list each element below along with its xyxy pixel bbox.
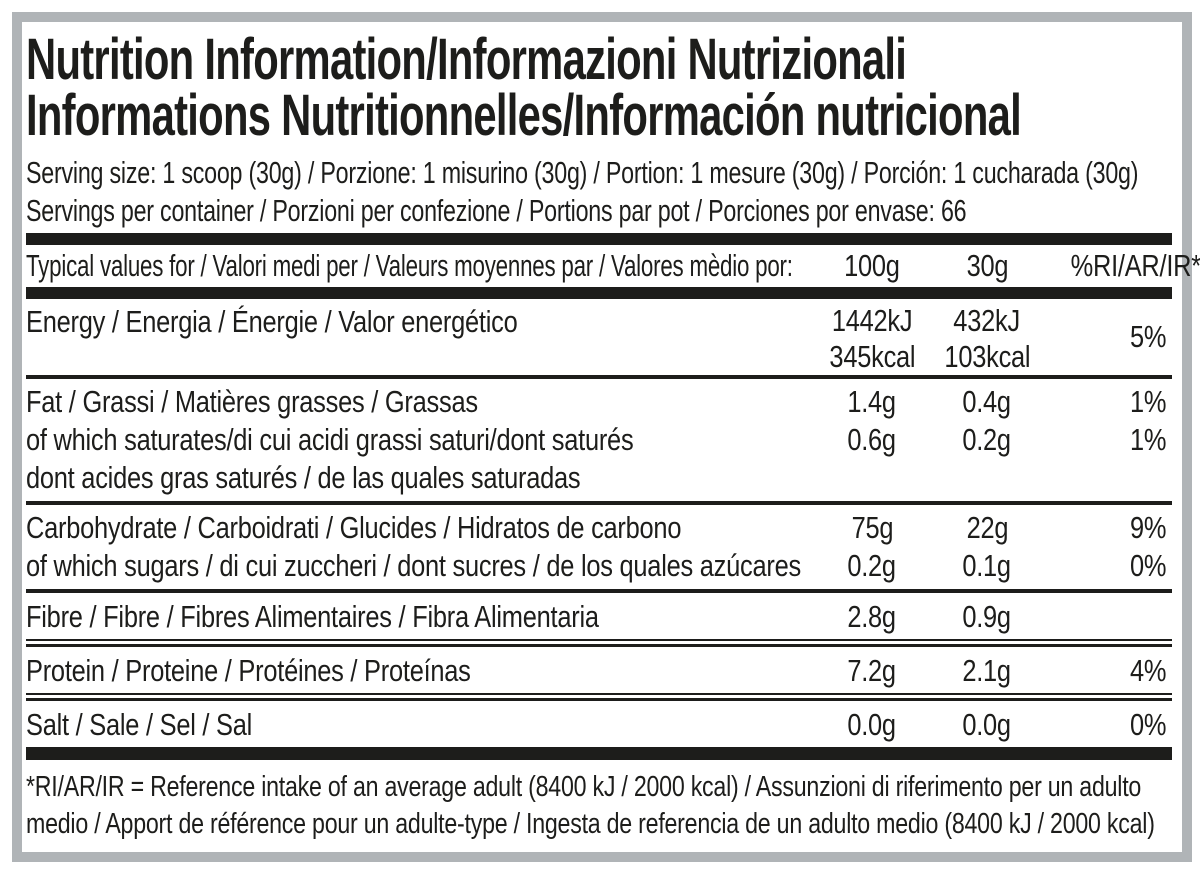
fat-value-100g: 1.4g — [812, 383, 932, 421]
sugars-value-30g: 0.1g — [932, 547, 1042, 585]
energy-100g-kcal: 345kcal — [812, 339, 932, 375]
header-col-100g: 100g — [812, 248, 932, 284]
saturates-label-continued: dont acides gras saturés / de las quales… — [26, 459, 1172, 497]
fibre-ri — [1042, 599, 1172, 635]
nutrition-label: Nutrition Information/Informazioni Nutri… — [12, 12, 1192, 862]
salt-label: Salt / Sale / Sel / Sal — [26, 707, 812, 743]
row-salt: Salt / Sale / Sel / Sal 0.0g 0.0g 0% — [26, 701, 1172, 747]
divider-salt — [26, 693, 1172, 701]
energy-value-100g: 1442kJ 345kcal — [812, 299, 932, 375]
divider-bar-header — [26, 287, 1172, 299]
saturates-value-30g: 0.2g — [932, 421, 1042, 459]
salt-value-30g: 0.0g — [932, 707, 1042, 743]
sugars-ri: 0% — [1042, 547, 1172, 585]
row-fibre: Fibre / Fibre / Fibres Alimentaires / Fi… — [26, 593, 1172, 639]
title-line-1: Nutrition Information/Informazioni Nutri… — [26, 32, 1172, 88]
protein-ri: 4% — [1042, 653, 1172, 689]
energy-value-30g: 432kJ 103kcal — [932, 299, 1042, 375]
title-line-2: Informations Nutritionnelles/Información… — [26, 88, 1172, 144]
label-content: Nutrition Information/Informazioni Nutri… — [22, 32, 1182, 843]
energy-100g-kj: 1442kJ — [812, 303, 932, 339]
fat-label: Fat / Grassi / Matières grasses / Grassa… — [26, 383, 812, 421]
header-col-30g: 30g — [932, 248, 1042, 284]
section-fat: Fat / Grassi / Matières grasses / Grassa… — [26, 379, 1172, 501]
row-saturates: of which saturates/di cui acidi grassi s… — [26, 421, 1172, 459]
fat-ri: 1% — [1042, 383, 1172, 421]
carbohydrate-label: Carbohydrate / Carboidrati / Glucides / … — [26, 509, 812, 547]
protein-value-100g: 7.2g — [812, 653, 932, 689]
protein-value-30g: 2.1g — [932, 653, 1042, 689]
fat-value-30g: 0.4g — [932, 383, 1042, 421]
carbohydrate-value-100g: 75g — [812, 509, 932, 547]
divider-bar-footnote — [26, 747, 1172, 760]
fibre-label: Fibre / Fibre / Fibres Alimentaires / Fi… — [26, 599, 812, 635]
sugars-value-100g: 0.2g — [812, 547, 932, 585]
energy-label: Energy / Energia / Énergie / Valor energ… — [26, 299, 812, 375]
salt-value-100g: 0.0g — [812, 707, 932, 743]
row-protein: Protein / Proteine / Protéines / Proteín… — [26, 647, 1172, 693]
carbohydrate-ri: 9% — [1042, 509, 1172, 547]
sugars-label: of which sugars / di cui zuccheri / dont… — [26, 547, 812, 585]
row-energy: Energy / Energia / Énergie / Valor energ… — [26, 299, 1172, 375]
fibre-value-100g: 2.8g — [812, 599, 932, 635]
energy-ri: 5% — [1042, 299, 1172, 375]
table-header-row: Typical values for / Valori medi per / V… — [26, 245, 1172, 287]
divider-bar-top — [26, 233, 1172, 245]
fibre-value-30g: 0.9g — [932, 599, 1042, 635]
row-carbohydrate: Carbohydrate / Carboidrati / Glucides / … — [26, 509, 1172, 547]
saturates-value-100g: 0.6g — [812, 421, 932, 459]
label-title: Nutrition Information/Informazioni Nutri… — [26, 32, 1172, 144]
section-carbohydrate: Carbohydrate / Carboidrati / Glucides / … — [26, 505, 1172, 589]
header-col-ri: %RI/AR/IR* — [1042, 248, 1172, 284]
protein-label: Protein / Proteine / Protéines / Proteín… — [26, 653, 812, 689]
row-saturates-continued: dont acides gras saturés / de las quales… — [26, 459, 1172, 497]
salt-ri: 0% — [1042, 707, 1172, 743]
energy-30g-kj: 432kJ — [932, 303, 1042, 339]
row-sugars: of which sugars / di cui zuccheri / dont… — [26, 547, 1172, 585]
saturates-label: of which saturates/di cui acidi grassi s… — [26, 421, 812, 459]
divider-protein — [26, 639, 1172, 647]
saturates-ri: 1% — [1042, 421, 1172, 459]
energy-30g-kcal: 103kcal — [932, 339, 1042, 375]
carbohydrate-value-30g: 22g — [932, 509, 1042, 547]
servings-per-container-line: Servings per container / Porzioni per co… — [26, 192, 1172, 230]
row-fat: Fat / Grassi / Matières grasses / Grassa… — [26, 383, 1172, 421]
header-typical-values: Typical values for / Valori medi per / V… — [26, 248, 812, 284]
footnote-reference-intake: *RI/AR/IR = Reference intake of an avera… — [26, 769, 1172, 843]
serving-size-line: Serving size: 1 scoop (30g) / Porzione: … — [26, 154, 1172, 192]
